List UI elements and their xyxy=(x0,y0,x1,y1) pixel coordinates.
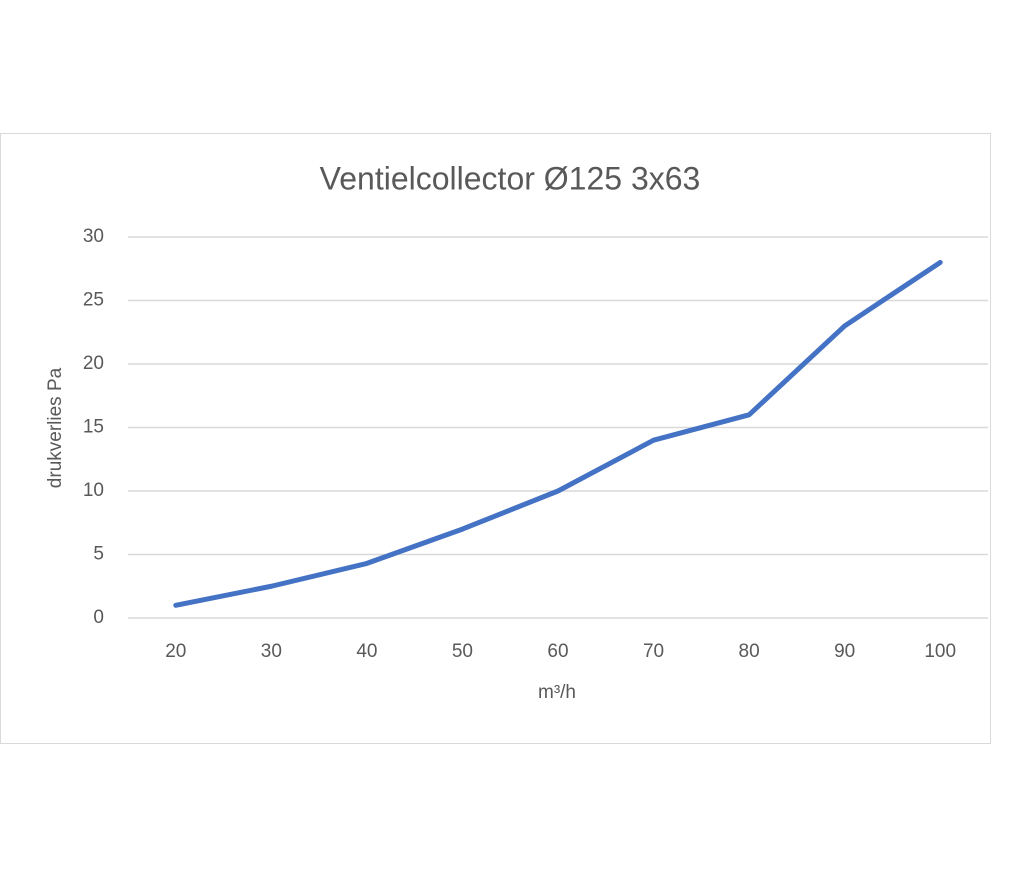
x-tick-label: 70 xyxy=(643,641,664,662)
y-axis-label: drukverlies Pa xyxy=(45,367,66,488)
y-tick-label: 15 xyxy=(83,417,104,438)
y-tick-label: 30 xyxy=(83,226,104,247)
x-tick-label: 100 xyxy=(924,641,956,662)
x-tick-label: 30 xyxy=(261,641,282,662)
x-tick-label: 40 xyxy=(356,641,377,662)
x-tick-label: 90 xyxy=(834,641,855,662)
y-tick-label: 10 xyxy=(83,480,104,501)
chart-frame xyxy=(0,133,991,744)
x-axis-label: m³/h xyxy=(538,682,576,703)
y-tick-label: 5 xyxy=(93,544,104,565)
data-line xyxy=(173,259,943,608)
chart-title: Ventielcollector Ø125 3x63 xyxy=(320,160,701,196)
y-tick-label: 0 xyxy=(93,607,104,628)
y-tick-label: 25 xyxy=(83,290,104,311)
x-tick-label: 80 xyxy=(739,641,760,662)
y-tick-label: 20 xyxy=(83,353,104,374)
x-tick-label: 20 xyxy=(165,641,186,662)
x-tick-label: 60 xyxy=(547,641,568,662)
x-tick-label: 50 xyxy=(452,641,473,662)
